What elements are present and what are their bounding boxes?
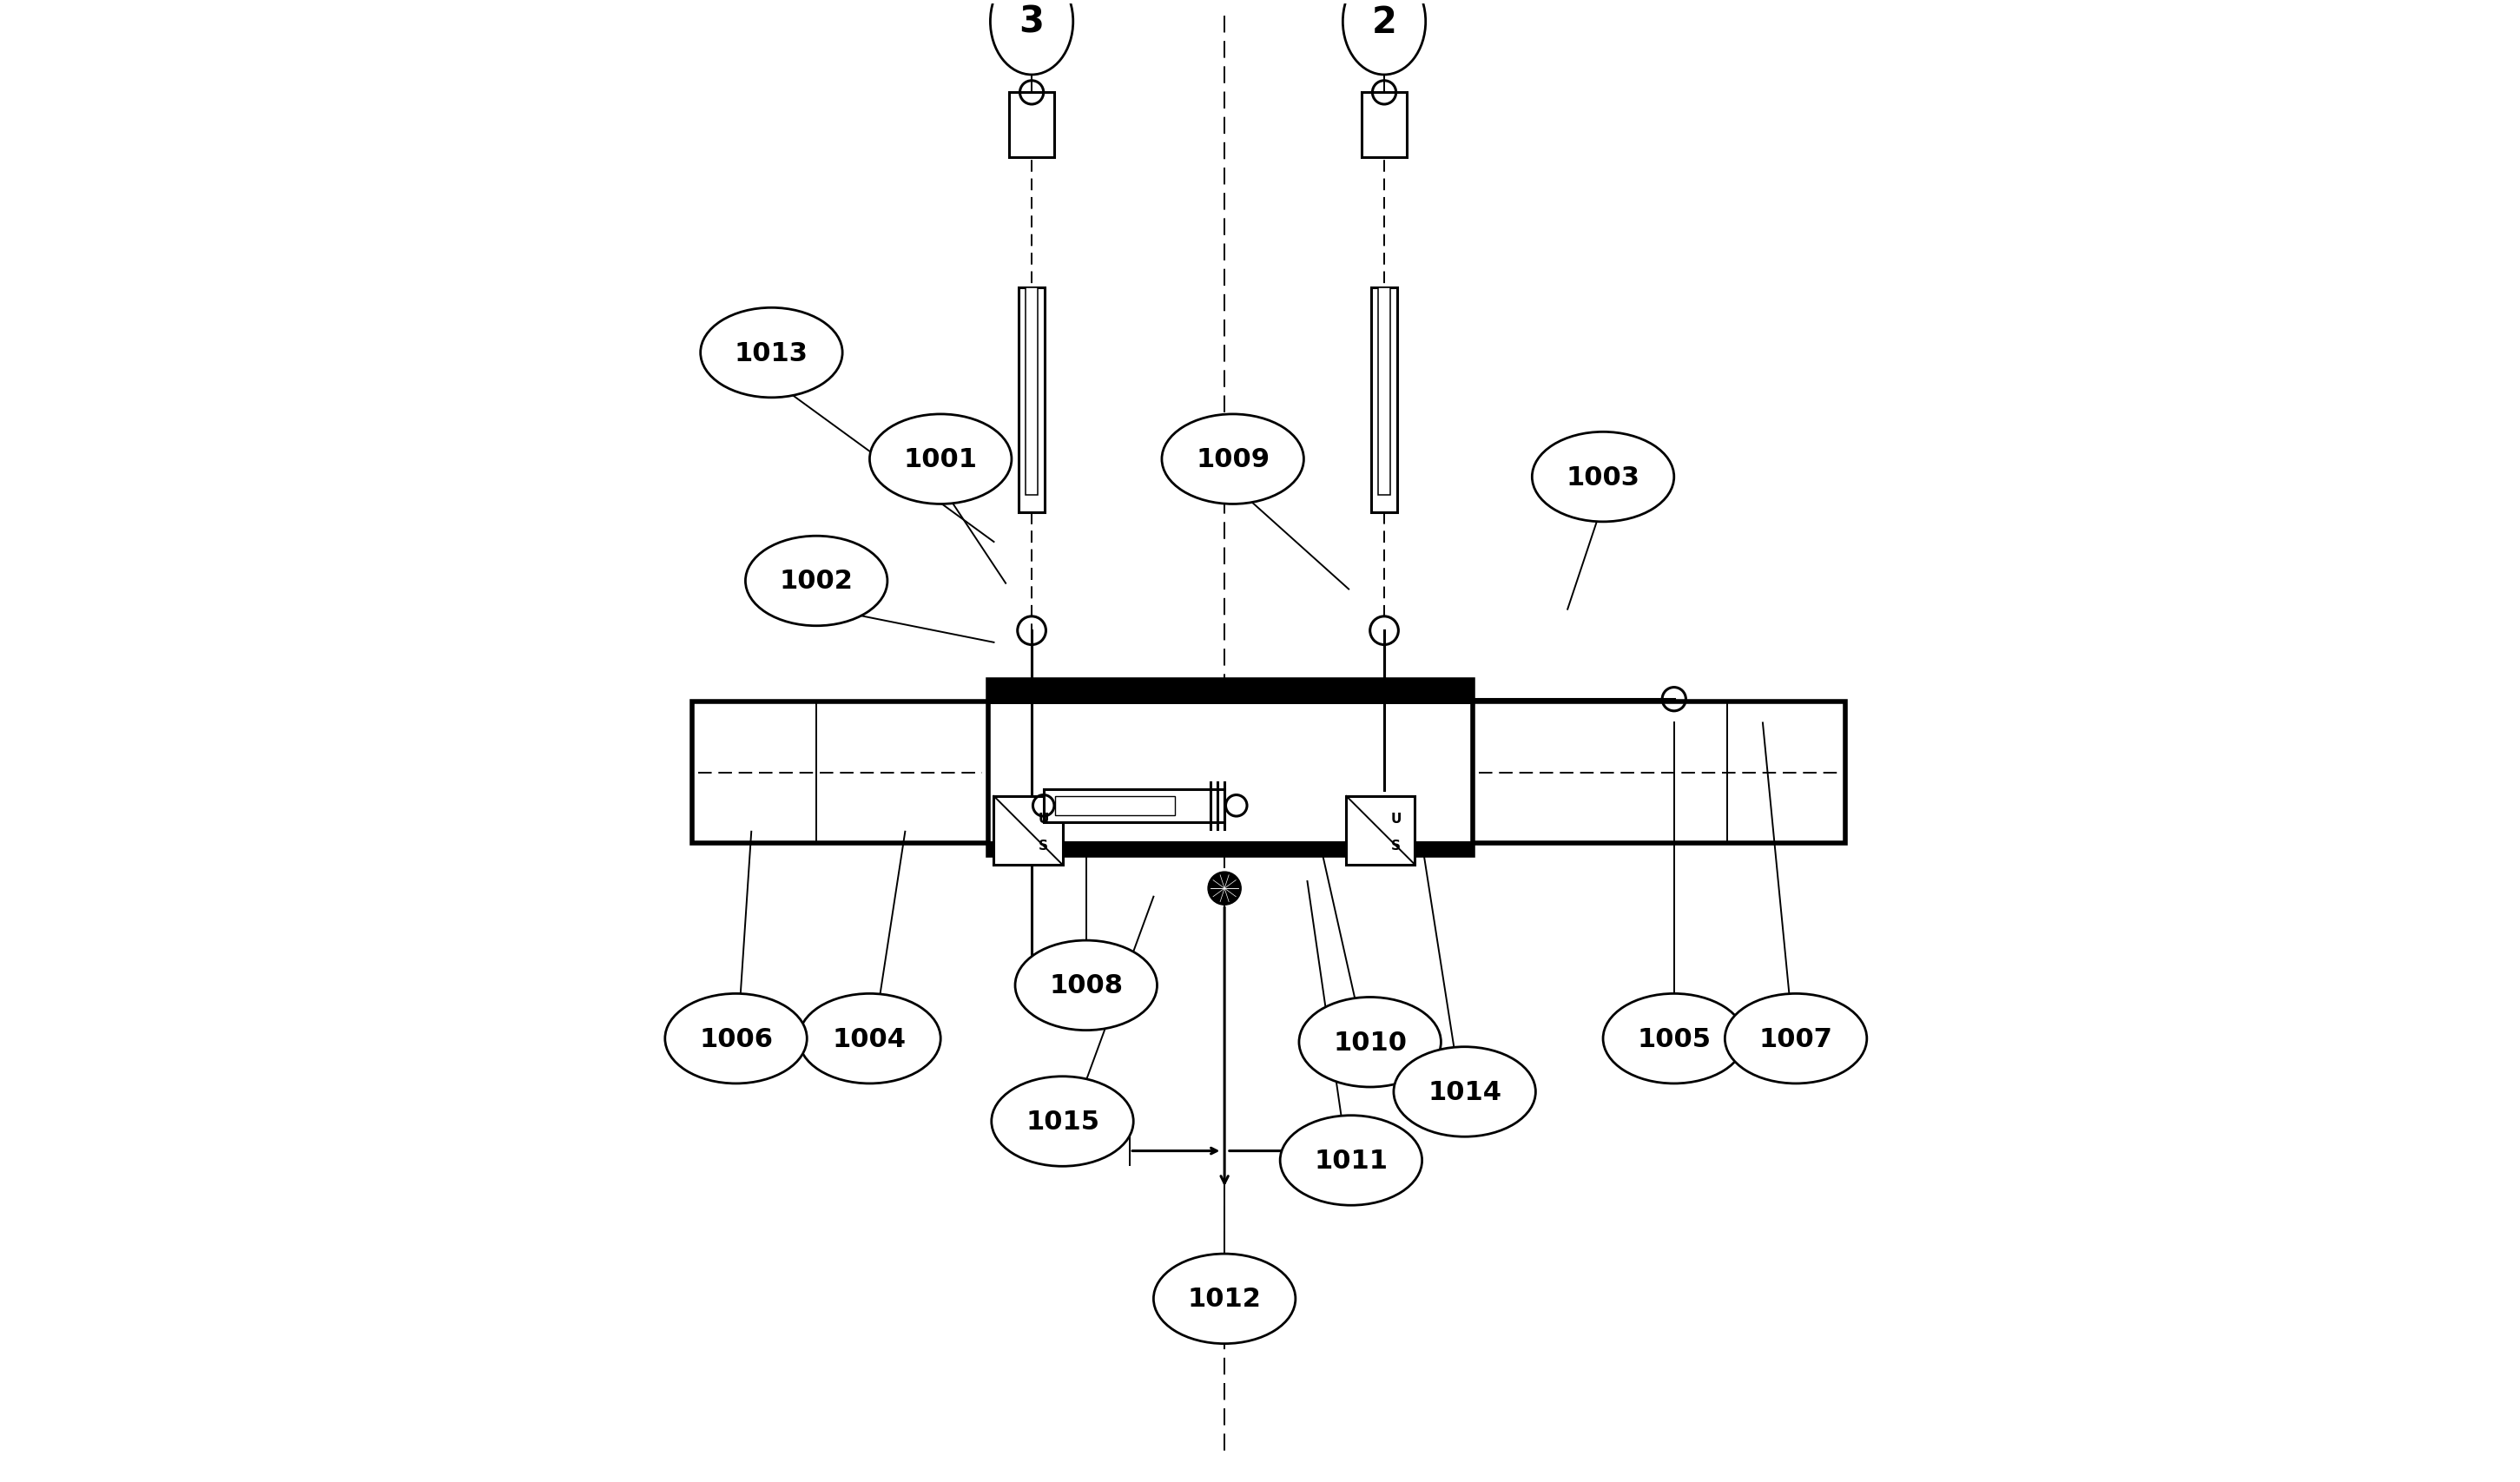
Text: 1011: 1011: [1313, 1149, 1389, 1174]
Ellipse shape: [665, 994, 806, 1083]
Bar: [1361, 93, 1406, 159]
Bar: [1043, 790, 1225, 823]
Text: 1001: 1001: [905, 448, 978, 473]
Text: S: S: [1038, 839, 1048, 852]
Ellipse shape: [1162, 415, 1303, 504]
Text: 1015: 1015: [1026, 1109, 1099, 1134]
Text: 1010: 1010: [1333, 1030, 1406, 1055]
Bar: [1378, 288, 1391, 495]
Bar: [1371, 288, 1396, 513]
Text: 1003: 1003: [1567, 465, 1641, 491]
Bar: [988, 842, 1472, 855]
Text: U: U: [1391, 812, 1401, 825]
Ellipse shape: [1532, 433, 1673, 522]
Text: 1005: 1005: [1638, 1026, 1711, 1051]
Ellipse shape: [1394, 1046, 1535, 1137]
Ellipse shape: [1343, 0, 1426, 76]
Ellipse shape: [1298, 997, 1441, 1088]
Ellipse shape: [1603, 994, 1744, 1083]
Ellipse shape: [869, 415, 1011, 504]
Bar: [1056, 796, 1174, 815]
Circle shape: [1207, 871, 1240, 906]
Bar: [1018, 288, 1046, 513]
Ellipse shape: [799, 994, 940, 1083]
Text: S: S: [1391, 839, 1401, 852]
Text: 1014: 1014: [1429, 1079, 1502, 1104]
Ellipse shape: [990, 0, 1074, 76]
Text: 1013: 1013: [736, 341, 809, 366]
Bar: [988, 679, 1472, 704]
Text: 1004: 1004: [832, 1026, 907, 1051]
Bar: [1346, 796, 1414, 865]
Text: 2: 2: [1371, 4, 1396, 40]
Text: 1009: 1009: [1197, 448, 1270, 473]
Ellipse shape: [1280, 1116, 1421, 1205]
Text: 1012: 1012: [1187, 1286, 1263, 1312]
Bar: [693, 702, 1845, 843]
Text: 1008: 1008: [1048, 974, 1124, 999]
Bar: [988, 680, 1472, 855]
Ellipse shape: [1016, 941, 1157, 1030]
Bar: [993, 796, 1063, 865]
Ellipse shape: [1724, 994, 1867, 1083]
Ellipse shape: [1154, 1254, 1295, 1344]
Bar: [1026, 288, 1038, 495]
Text: 1006: 1006: [698, 1026, 774, 1051]
Ellipse shape: [701, 308, 842, 399]
Ellipse shape: [990, 1076, 1134, 1166]
Text: 3: 3: [1018, 4, 1043, 40]
Ellipse shape: [746, 536, 887, 627]
Text: 1002: 1002: [779, 569, 854, 594]
Text: 1007: 1007: [1759, 1026, 1832, 1051]
Bar: [1008, 93, 1053, 159]
Text: U: U: [1038, 812, 1048, 825]
